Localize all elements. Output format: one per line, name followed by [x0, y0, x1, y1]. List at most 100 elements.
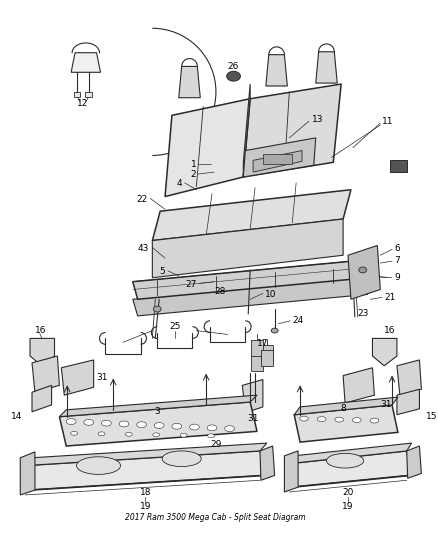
Text: 27: 27 [185, 280, 196, 289]
Polygon shape [152, 219, 343, 278]
Bar [261, 345, 273, 361]
Ellipse shape [84, 419, 94, 425]
Text: 12: 12 [77, 99, 88, 108]
Text: 31: 31 [247, 414, 259, 423]
Polygon shape [20, 452, 35, 495]
Ellipse shape [208, 434, 215, 438]
Text: 9: 9 [394, 273, 400, 282]
Text: 8: 8 [340, 405, 346, 414]
Text: 17: 17 [257, 339, 268, 348]
Polygon shape [25, 451, 267, 490]
Polygon shape [397, 360, 421, 395]
Polygon shape [294, 405, 398, 442]
Text: 10: 10 [265, 290, 276, 299]
Ellipse shape [154, 423, 164, 429]
Bar [263, 155, 292, 164]
Polygon shape [133, 260, 367, 299]
Polygon shape [348, 246, 380, 299]
Text: 16: 16 [384, 326, 396, 335]
Text: 2017 Ram 3500 Mega Cab - Split Seat Diagram: 2017 Ram 3500 Mega Cab - Split Seat Diag… [125, 513, 305, 522]
Polygon shape [390, 160, 407, 172]
Text: 28: 28 [214, 287, 225, 296]
Text: 43: 43 [138, 244, 149, 253]
Polygon shape [372, 338, 397, 366]
Text: 4: 4 [177, 179, 183, 188]
Text: 6: 6 [394, 244, 400, 253]
Text: 21: 21 [384, 293, 396, 302]
Polygon shape [290, 443, 412, 464]
Ellipse shape [66, 418, 76, 424]
Polygon shape [165, 99, 250, 197]
Text: 5: 5 [159, 268, 165, 277]
Polygon shape [32, 385, 52, 412]
Polygon shape [71, 53, 100, 72]
Text: 16: 16 [35, 326, 46, 335]
Text: 24: 24 [292, 316, 304, 325]
Polygon shape [25, 443, 267, 466]
Text: 23: 23 [358, 310, 369, 318]
Polygon shape [32, 356, 60, 392]
Ellipse shape [227, 71, 240, 81]
Polygon shape [60, 402, 257, 446]
Polygon shape [407, 446, 421, 478]
Polygon shape [260, 446, 275, 480]
Ellipse shape [353, 418, 361, 423]
Text: 7: 7 [394, 256, 400, 265]
Text: 14: 14 [11, 412, 22, 421]
Polygon shape [290, 451, 412, 487]
Ellipse shape [207, 425, 217, 431]
Ellipse shape [300, 416, 308, 421]
Polygon shape [284, 451, 298, 492]
Text: 3: 3 [154, 407, 160, 416]
Bar [251, 341, 263, 356]
Ellipse shape [326, 454, 364, 468]
Polygon shape [30, 338, 54, 366]
Text: 15: 15 [426, 412, 438, 421]
Ellipse shape [153, 306, 161, 312]
Text: 31: 31 [380, 400, 392, 409]
Bar [74, 92, 81, 97]
Text: 11: 11 [382, 117, 394, 126]
Ellipse shape [125, 432, 132, 436]
Text: 20: 20 [343, 488, 354, 497]
Ellipse shape [190, 424, 199, 430]
Ellipse shape [180, 433, 187, 437]
Polygon shape [294, 397, 398, 415]
Text: 18: 18 [140, 488, 151, 497]
Bar [251, 355, 263, 370]
Ellipse shape [77, 457, 120, 474]
Ellipse shape [317, 417, 326, 422]
Ellipse shape [370, 418, 379, 423]
Polygon shape [244, 84, 250, 177]
Ellipse shape [162, 451, 201, 466]
Ellipse shape [102, 420, 111, 426]
Ellipse shape [225, 426, 234, 432]
Polygon shape [61, 360, 94, 395]
Text: 22: 22 [136, 195, 148, 204]
Polygon shape [152, 190, 351, 240]
Bar [85, 92, 92, 97]
Ellipse shape [153, 433, 160, 437]
Ellipse shape [71, 431, 78, 435]
Text: 13: 13 [312, 115, 323, 124]
Ellipse shape [119, 421, 129, 427]
Text: 2: 2 [191, 169, 196, 179]
Polygon shape [242, 379, 263, 413]
Text: 19: 19 [342, 502, 354, 511]
Polygon shape [397, 389, 420, 415]
Polygon shape [60, 395, 257, 417]
Polygon shape [316, 52, 337, 83]
Ellipse shape [359, 267, 367, 273]
Polygon shape [179, 67, 200, 98]
Polygon shape [133, 278, 367, 316]
Text: 26: 26 [228, 62, 239, 71]
Ellipse shape [271, 328, 278, 333]
Text: 31: 31 [96, 373, 108, 382]
Polygon shape [266, 55, 287, 86]
Ellipse shape [137, 422, 146, 427]
Bar [261, 350, 273, 366]
Polygon shape [253, 150, 302, 172]
Polygon shape [244, 138, 316, 177]
Polygon shape [244, 84, 341, 177]
Polygon shape [343, 368, 374, 403]
